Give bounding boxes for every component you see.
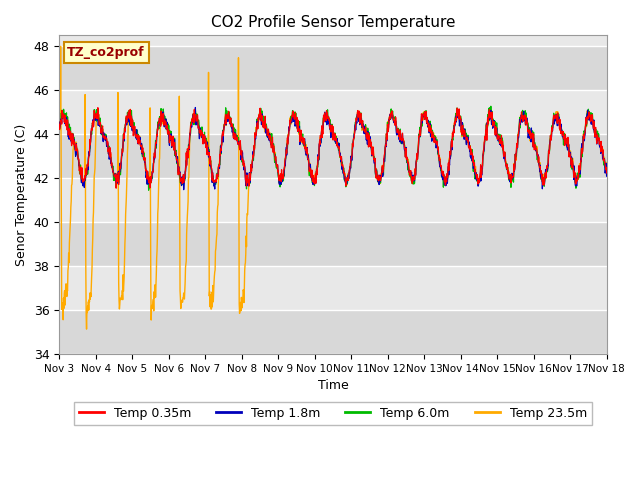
X-axis label: Time: Time <box>317 379 348 392</box>
Bar <box>59 310 607 354</box>
Legend: Temp 0.35m, Temp 1.8m, Temp 6.0m, Temp 23.5m: Temp 0.35m, Temp 1.8m, Temp 6.0m, Temp 2… <box>74 402 592 425</box>
Text: TZ_co2prof: TZ_co2prof <box>67 46 145 59</box>
Title: CO2 Profile Sensor Temperature: CO2 Profile Sensor Temperature <box>211 15 455 30</box>
Bar <box>59 47 607 90</box>
Y-axis label: Senor Temperature (C): Senor Temperature (C) <box>15 123 28 266</box>
Bar <box>59 134 607 178</box>
Bar <box>59 222 607 266</box>
